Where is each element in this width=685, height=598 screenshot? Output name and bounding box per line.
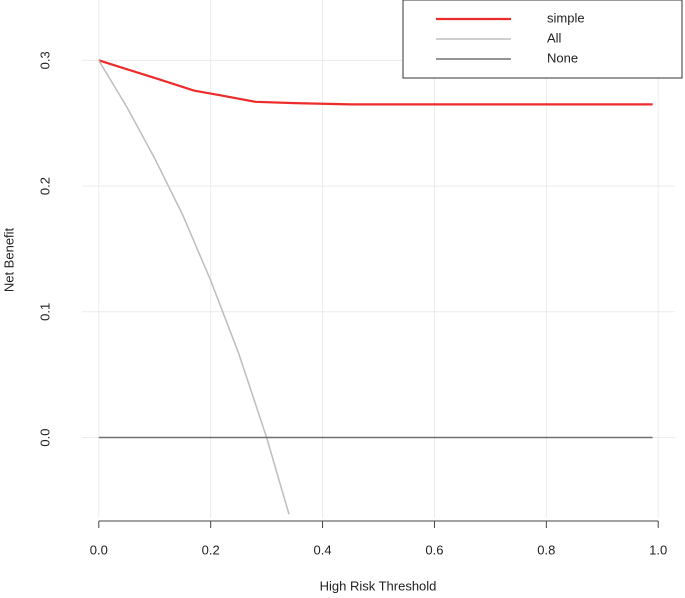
x-tick-label: 0.8 [537,542,555,557]
x-tick-label: 0.6 [425,542,443,557]
x-tick-label: 1.0 [649,542,667,557]
legend-label: None [547,50,578,65]
y-axis-label: Net Benefit [1,227,16,292]
x-tick-label: 0.0 [90,542,108,557]
y-tick-label: 0.2 [37,177,52,195]
legend-label: All [547,30,562,45]
legend-label: simple [547,10,585,25]
x-tick-label: 0.2 [202,542,220,557]
line [98,59,653,106]
x-axis-label: High Risk Threshold [320,578,437,593]
line [98,59,290,515]
y-tick-label: 0.1 [37,303,52,321]
x-tick-label: 0.4 [314,542,332,557]
y-tick-label: 0.0 [37,428,52,446]
y-tick-label: 0.3 [37,51,52,69]
